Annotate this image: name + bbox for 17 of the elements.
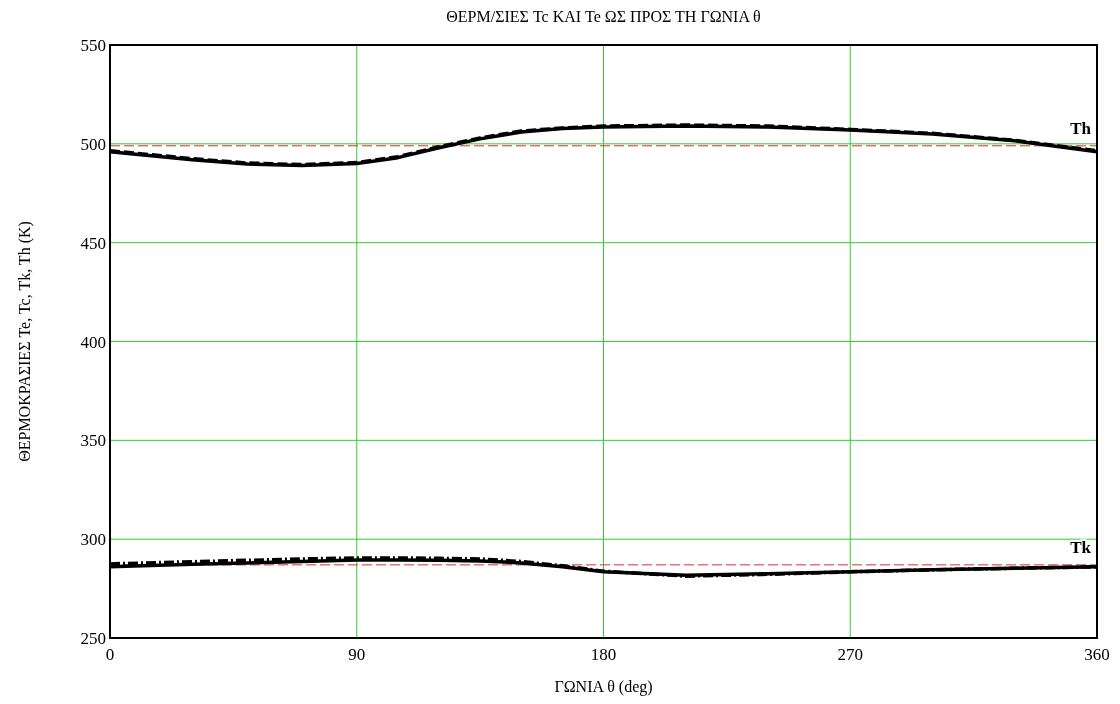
y-tick-label: 400 [80,332,106,352]
x-axis-title: ΓΩΝΙΑ θ (deg) [554,678,653,696]
y-tick-label: 450 [80,233,106,253]
y-tick-label: 550 [80,36,106,55]
x-tick-label: 360 [1084,645,1110,664]
chart-title: ΘΕΡΜ/ΣΙΕΣ Tc ΚΑΙ Te ΩΣ ΠΡΟΣ ΤΗ ΓΩΝΙΑ θ [446,8,761,25]
x-tick-label: 90 [348,645,366,664]
x-tick-label: 270 [837,645,863,664]
y-tick-label: 300 [80,530,106,550]
y-tick-label: 350 [80,431,106,451]
x-tick-label: 0 [105,645,115,664]
y-tick-label: 500 [80,134,106,154]
ref-line-label: Tk [1070,537,1092,557]
y-axis-title: ΘΕΡΜΟΚΡΑΣΙΕΣ Te, Tc, Tk, Th (K) [16,221,34,462]
ref-line-label: Th [1070,118,1092,138]
y-tick-label: 250 [80,629,106,648]
x-tick-label: 180 [590,645,617,664]
